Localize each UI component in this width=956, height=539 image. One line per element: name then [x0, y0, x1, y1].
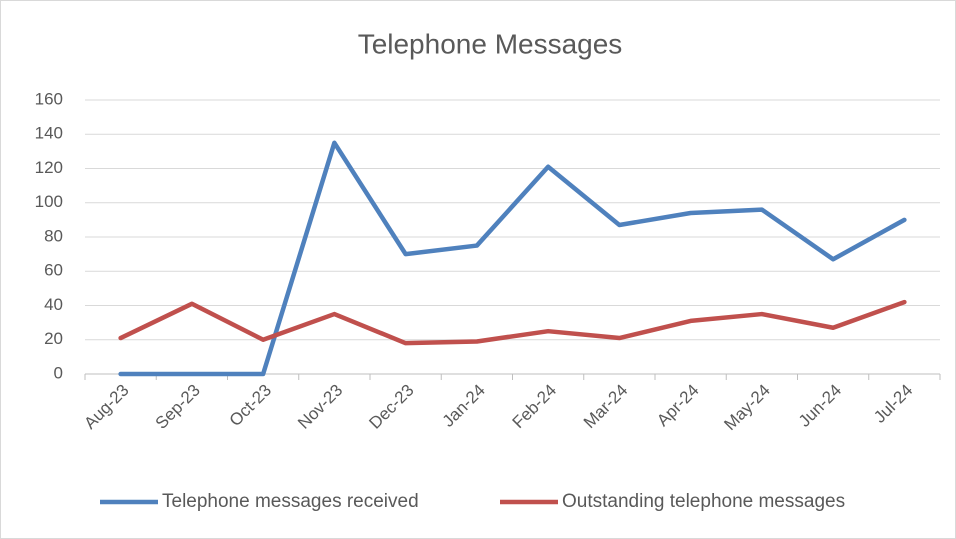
y-tick-label: 60: [44, 261, 63, 280]
series-line: [118, 140, 907, 377]
legend-label: Telephone messages received: [162, 491, 419, 512]
y-tick-label: 0: [54, 363, 63, 382]
chart-title: Telephone Messages: [358, 28, 623, 59]
series-line: [118, 299, 907, 346]
y-tick-label: 80: [44, 226, 63, 245]
y-tick-label: 160: [35, 89, 63, 108]
legend-label: Outstanding telephone messages: [562, 491, 845, 512]
y-tick-label: 140: [35, 124, 63, 143]
y-tick-label: 20: [44, 329, 63, 348]
y-tick-label: 120: [35, 158, 63, 177]
y-tick-label: 100: [35, 192, 63, 211]
y-tick-label: 40: [44, 295, 63, 314]
